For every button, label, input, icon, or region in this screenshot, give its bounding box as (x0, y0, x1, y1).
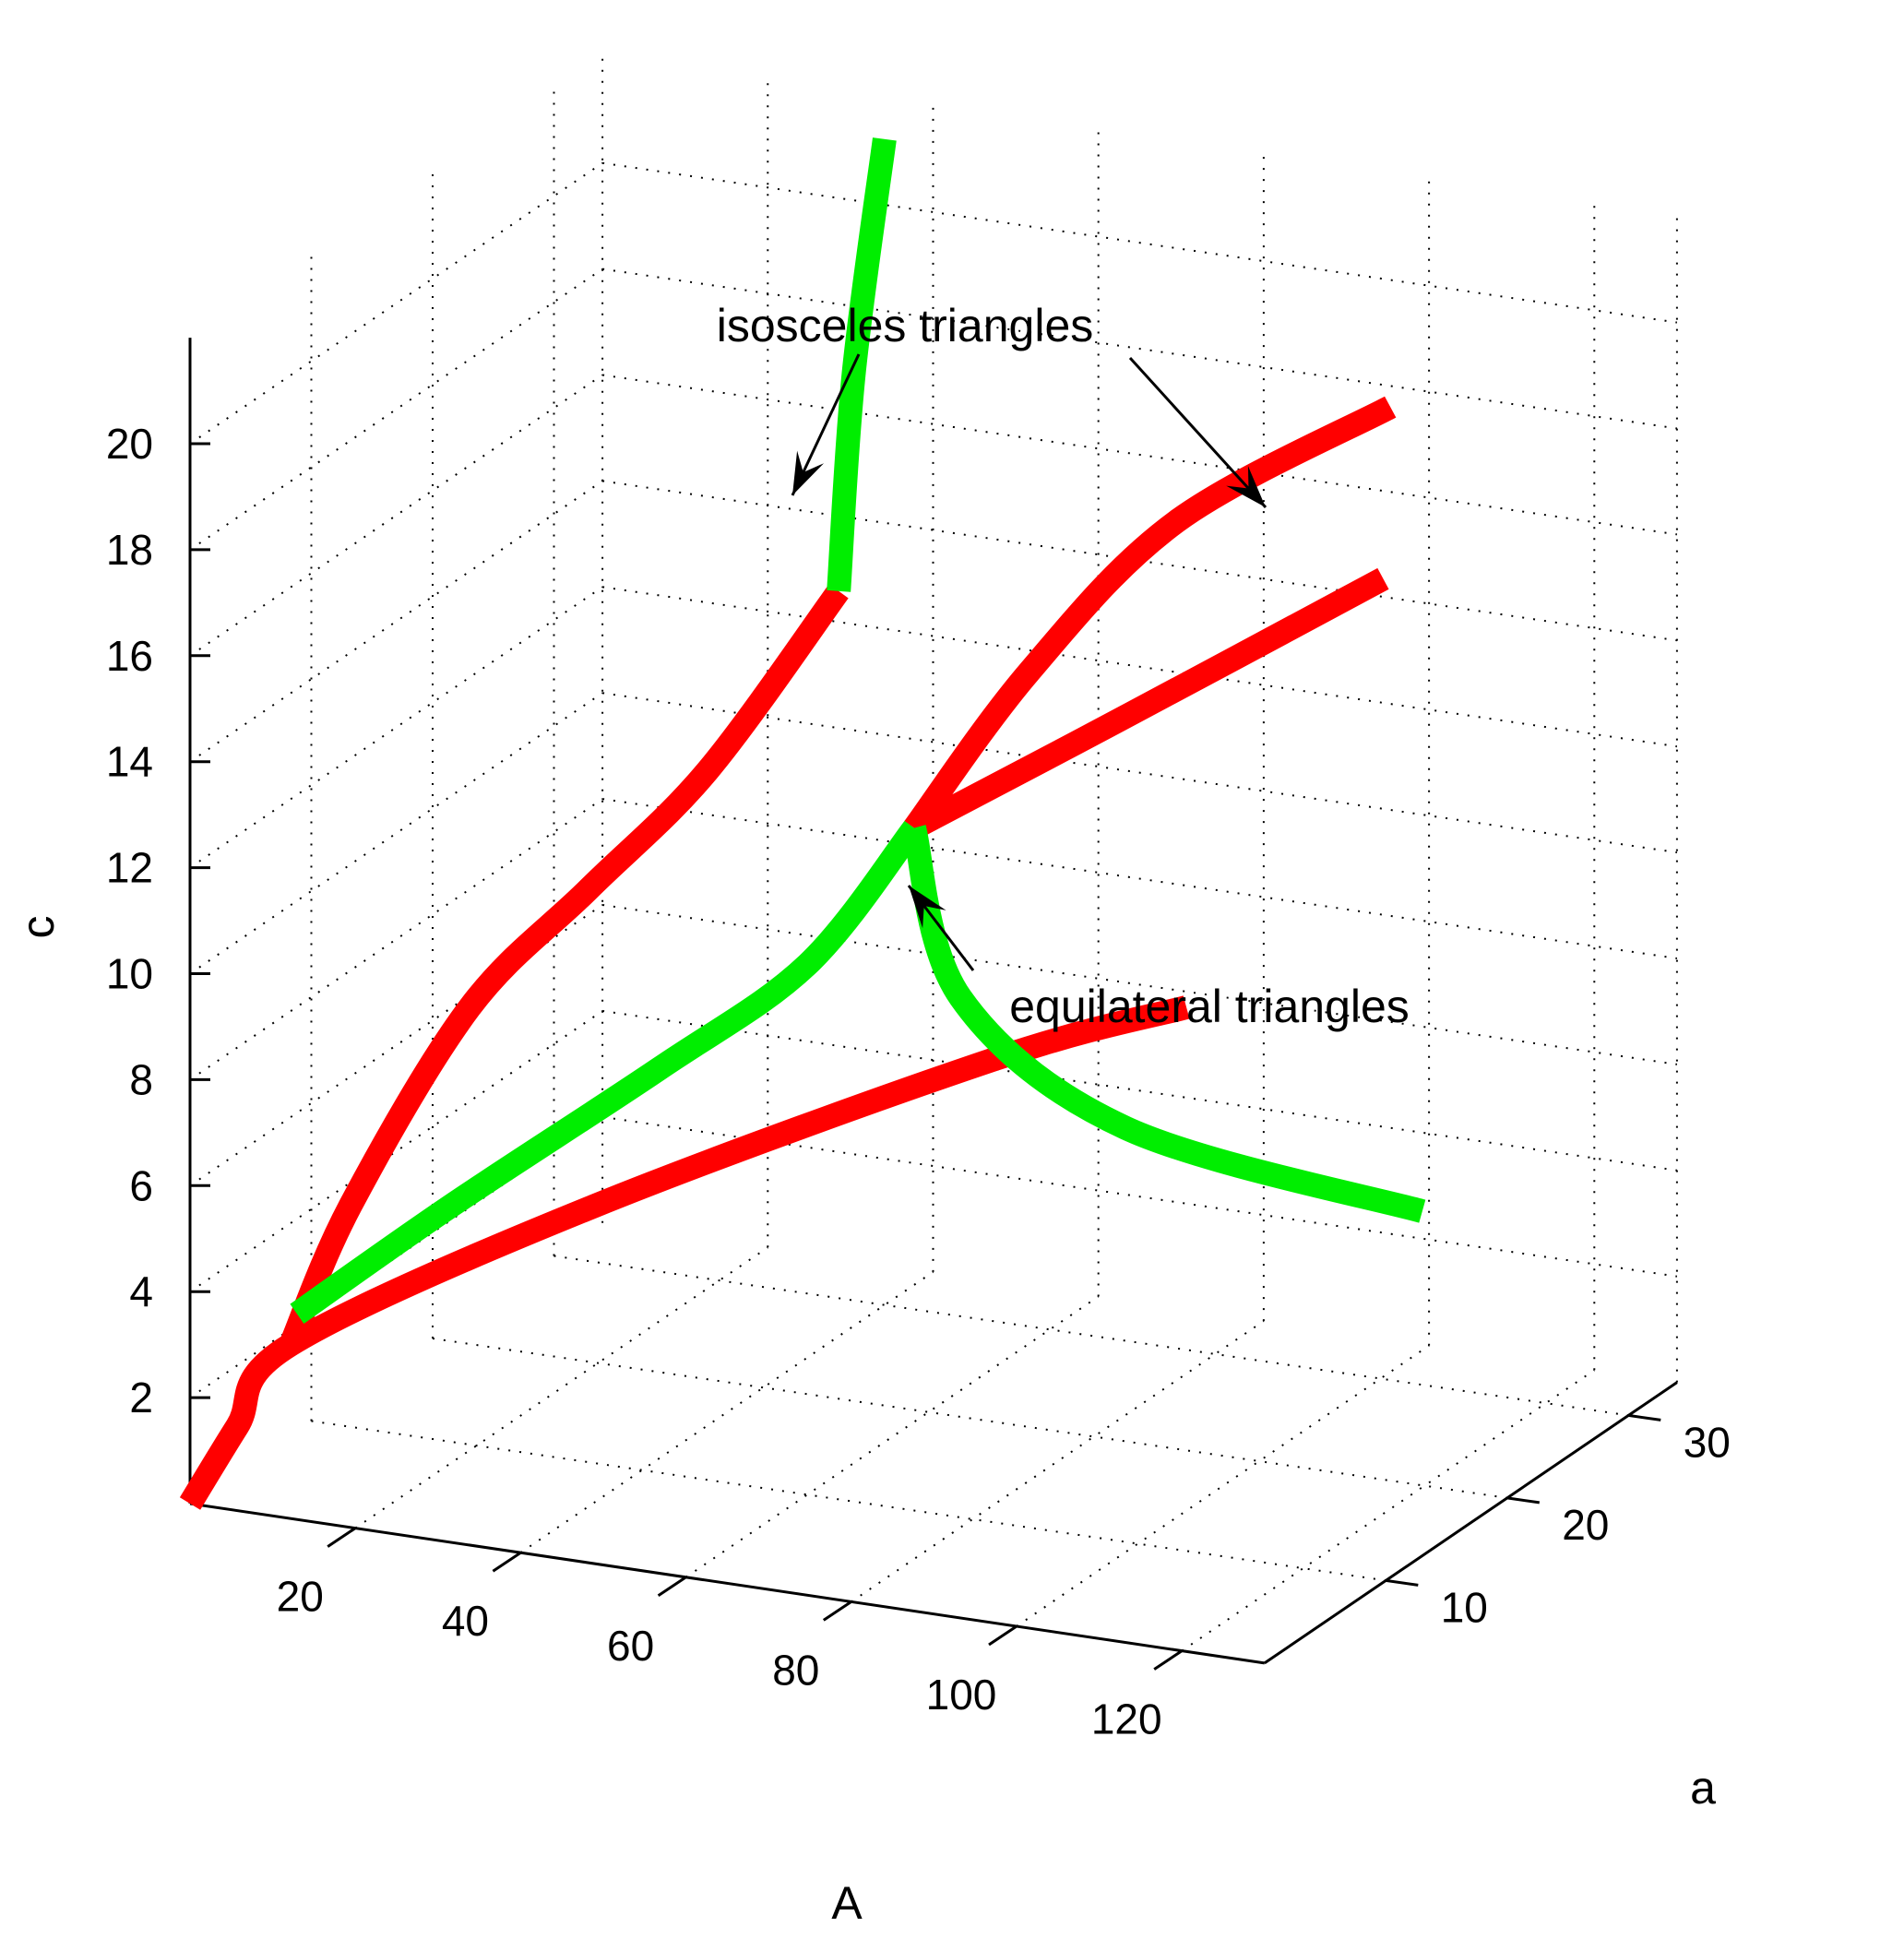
z-tick-label: 18 (106, 526, 153, 574)
y-tick-label: 10 (1441, 1583, 1488, 1631)
grid-line-sidewall-z (189, 480, 603, 763)
x-tick (492, 1551, 522, 1573)
series-2-green (827, 137, 897, 592)
grid-line-floor-x (851, 1320, 1265, 1603)
grid-line-backwall-z (601, 904, 1678, 1065)
isosceles-arrow-right (1128, 356, 1267, 509)
equilateral-arrow (907, 885, 975, 971)
isosceles-arrow-left-head (792, 450, 825, 495)
grid-line-backwall-z (601, 268, 1678, 430)
axis-layer: 20 40 60 80 100 120 10 20 30 2 4 6 8 10 12 14 16 18 20 (106, 338, 1731, 1743)
grid-line-backwall-z (601, 161, 1678, 324)
grid-line-sidewall-z (189, 268, 603, 551)
z-tick-label: 20 (106, 420, 153, 468)
grid-line-sidewall-z (189, 374, 603, 657)
x-tick-label: 120 (1091, 1695, 1162, 1743)
equilateral-arrow-head (909, 886, 946, 929)
grid-layer (189, 56, 1678, 1652)
z-tick-label: 8 (129, 1055, 153, 1103)
grid-line-backwall-z (601, 1115, 1678, 1278)
grid-line-floor-x (685, 1295, 1100, 1578)
grid-line-floor-x (1181, 1369, 1595, 1652)
x-tick-label: 20 (277, 1573, 324, 1621)
x-tick (822, 1600, 852, 1622)
z-tick-label: 10 (106, 950, 153, 998)
series-3-green (290, 820, 924, 1324)
x-tick (988, 1624, 1017, 1647)
z-tick-label: 6 (129, 1161, 153, 1209)
grid-line-backwall-z (601, 1009, 1678, 1172)
series-5-red (908, 567, 1389, 839)
z-tick-label: 16 (106, 632, 153, 680)
y-axis-line (1263, 1381, 1678, 1665)
isosceles-arrow-left-shaft (791, 353, 861, 496)
x-axis-line (189, 1502, 1266, 1665)
grid-line-floor-y (311, 1420, 1386, 1582)
x-tick-label: 40 (442, 1597, 489, 1645)
y-tick (1628, 1413, 1661, 1422)
z-tick-label: 12 (106, 844, 153, 892)
x-tick-label: 60 (607, 1622, 654, 1670)
annotation-layer (791, 353, 1267, 971)
y-tick-label: 30 (1684, 1418, 1731, 1466)
isosceles-arrow-left (791, 353, 861, 496)
curve-layer (179, 137, 1426, 1510)
grid-line-sidewall-z (189, 161, 603, 445)
grid-line-floor-x (1016, 1344, 1430, 1627)
x-tick (327, 1527, 357, 1548)
x-tick (1153, 1649, 1184, 1671)
grid-line-backwall-z (601, 692, 1678, 854)
z-tick-label: 14 (106, 738, 153, 786)
series-4-red (904, 396, 1397, 836)
y-axis-label: a (1690, 1762, 1716, 1814)
isosceles-arrow-right-shaft (1128, 356, 1267, 509)
annotation-equilateral: equilateral triangles (1009, 981, 1410, 1032)
z-tick-label: 2 (129, 1374, 153, 1422)
annotation-isosceles: isosceles triangles (717, 300, 1094, 351)
isosceles-arrow-right-head (1226, 466, 1266, 507)
grid-line-floor-y (432, 1338, 1507, 1499)
grid-line-floor-y (553, 1255, 1629, 1417)
y-tick-label: 20 (1562, 1501, 1609, 1549)
x-axis-label: A (831, 1877, 863, 1929)
grid-line-backwall-z (601, 374, 1678, 536)
x-tick-label: 80 (772, 1646, 819, 1694)
series-1-red (280, 584, 849, 1350)
z-tick-label: 4 (129, 1267, 153, 1315)
grid-line-floor-x (519, 1271, 934, 1554)
series-6-green (902, 825, 1426, 1223)
y-tick (1386, 1578, 1419, 1587)
grid-line-backwall-z (601, 586, 1678, 748)
z-axis-label: c (12, 916, 64, 939)
grid-line-backwall-z (601, 798, 1678, 959)
x-tick (657, 1576, 687, 1598)
x-tick-label: 100 (926, 1671, 997, 1719)
grid-line-sidewall-z (189, 586, 603, 869)
y-tick (1506, 1496, 1541, 1505)
